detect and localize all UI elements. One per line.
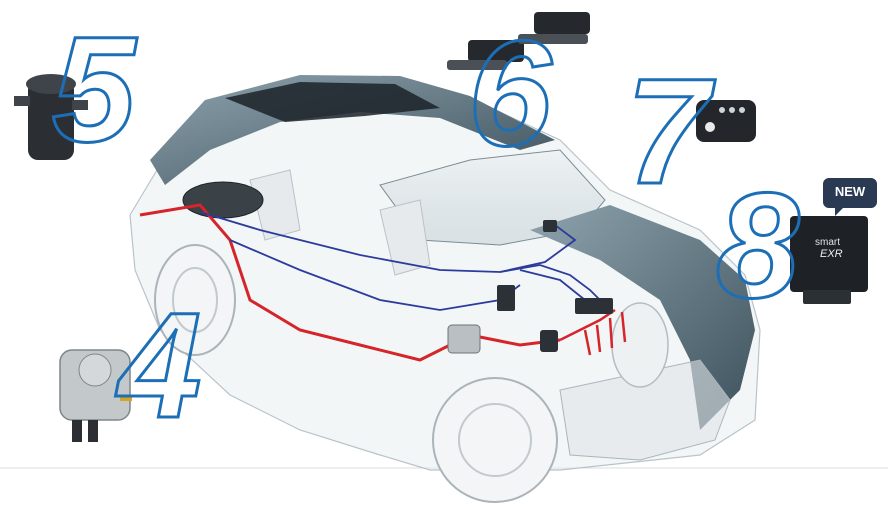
label-number-8: 8 (714, 161, 800, 329)
sunroof (225, 82, 440, 122)
ecu-model-text: EXR (820, 248, 843, 260)
injectors-installed (575, 298, 613, 314)
new-badge-text: NEW (834, 184, 866, 199)
front-bumper (559, 359, 731, 461)
label-number-7: 7 (624, 47, 710, 215)
switch-installed (543, 220, 557, 232)
ecu-brand-text: smart (815, 237, 840, 248)
reducer-component (59, 349, 132, 442)
front-right-wheel (611, 302, 669, 388)
injector-rail-component (447, 12, 590, 70)
filter-installed (540, 330, 558, 352)
seat-rear (249, 169, 301, 241)
wiring-harness (199, 211, 577, 273)
gas-filter-component (14, 74, 88, 160)
fuel-switch-component (696, 100, 756, 142)
seat-front (379, 199, 431, 276)
reducer-installed (447, 324, 481, 354)
rear-wheel (154, 244, 236, 356)
ecu-component (790, 216, 868, 304)
label-number-4: 4 (116, 281, 202, 449)
front-wheel (432, 377, 558, 503)
lpg-tank (182, 181, 264, 219)
label-number-5: 5 (50, 5, 136, 173)
new-badge-shape (823, 178, 877, 216)
label-number-6: 6 (466, 9, 552, 177)
new-badge: NEW (829, 176, 871, 210)
gas-line (139, 203, 561, 362)
ecu-installed (497, 285, 515, 311)
